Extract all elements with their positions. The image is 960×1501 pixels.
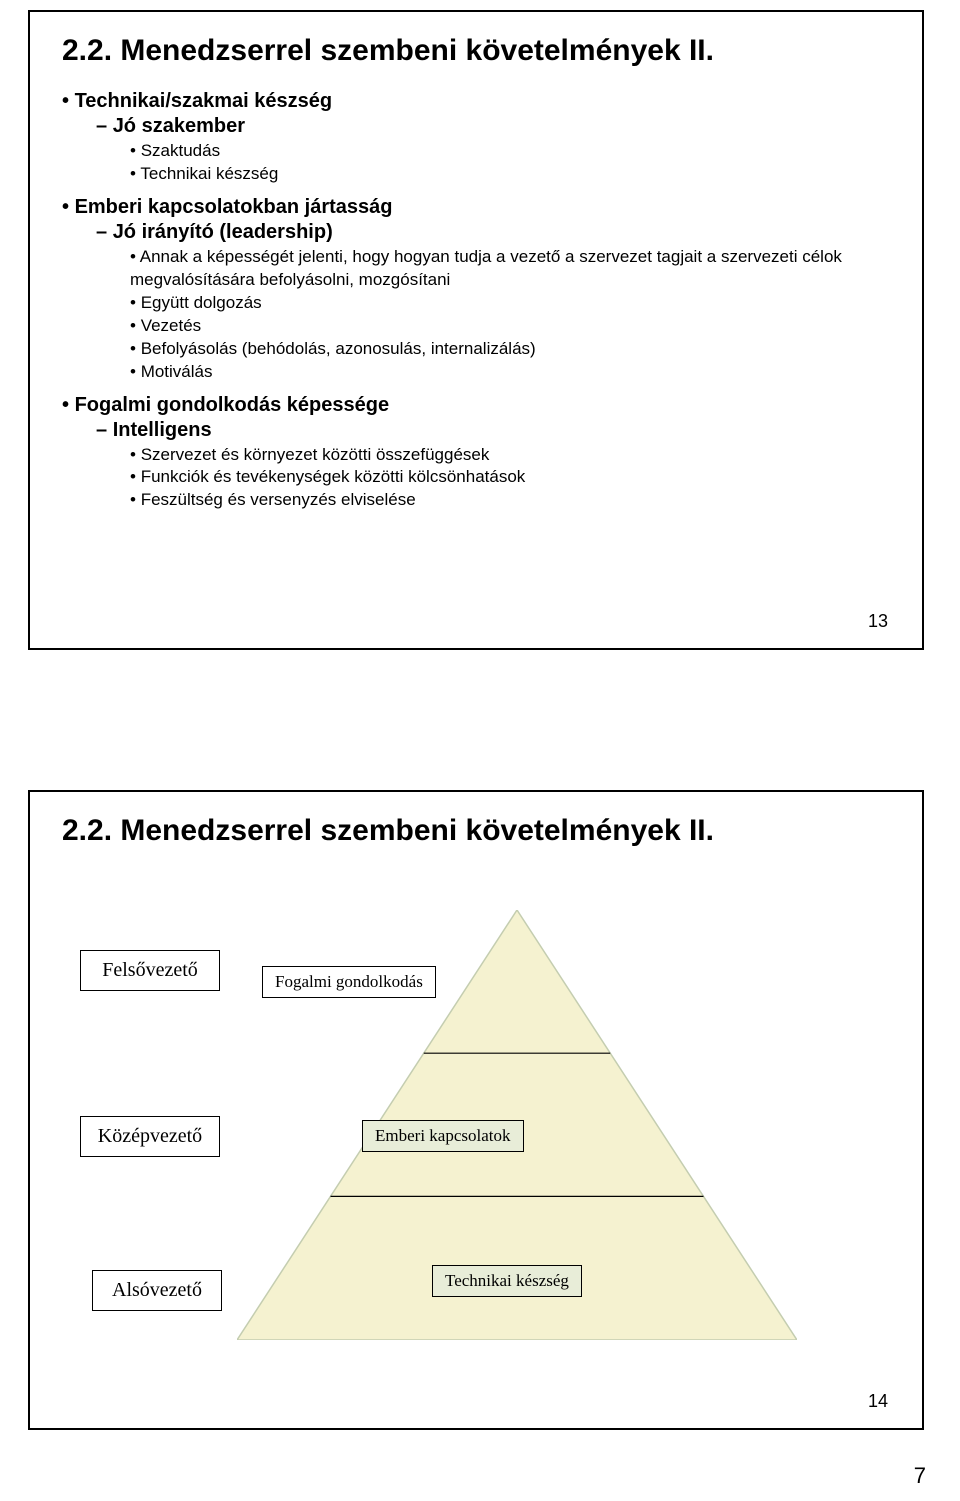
slide-number: 14 — [868, 1391, 888, 1412]
bullet-lvl3: Szaktudás — [130, 140, 890, 163]
bullet-lvl3: Annak a képességét jelenti, hogy hogyan … — [130, 246, 890, 292]
bullet-lvl3: Motiválás — [130, 361, 890, 384]
bullet-text: Technikai/szakmai készség — [75, 90, 333, 112]
bullet-lvl3: Együtt dolgozás — [130, 292, 890, 315]
bullet-text: Befolyásolás (behódolás, azonosulás, int… — [141, 339, 536, 358]
level-label: Középvezető — [98, 1125, 202, 1147]
page-number: 7 — [914, 1463, 926, 1489]
bullet-lvl3: Vezetés — [130, 315, 890, 338]
level-box-bottom: Alsóvezető — [92, 1270, 222, 1311]
slide-title: 2.2. Menedzserrel szembeni követelmények… — [62, 814, 890, 848]
bullet-lvl3: Technikai készség — [130, 163, 890, 186]
bullet-text: Annak a képességét jelenti, hogy hogyan … — [130, 247, 842, 289]
skill-box-conceptual: Fogalmi gondolkodás — [262, 966, 436, 998]
level-box-top: Felsővezető — [80, 950, 220, 991]
bullet-text: Együtt dolgozás — [141, 293, 262, 312]
bullet-text: Jó irányító (leadership) — [113, 221, 333, 243]
bullet-text: Vezetés — [141, 316, 202, 335]
bullet-list: Technikai/szakmai készség Jó szakember S… — [62, 90, 890, 512]
bullet-text: Szervezet és környezet közötti összefügg… — [141, 445, 490, 464]
bullet-text: Funkciók és tevékenységek közötti kölcsö… — [141, 467, 526, 486]
bullet-lvl1: Fogalmi gondolkodás képessége Intelligen… — [62, 394, 890, 513]
bullet-text: Motiválás — [141, 362, 213, 381]
slide-13: 2.2. Menedzserrel szembeni követelmények… — [28, 10, 924, 650]
bullet-lvl3: Funkciók és tevékenységek közötti kölcsö… — [130, 466, 890, 489]
bullet-text: Jó szakember — [113, 115, 245, 137]
skill-box-technical: Technikai készség — [432, 1265, 582, 1297]
skill-box-human: Emberi kapcsolatok — [362, 1120, 524, 1152]
bullet-lvl2: Jó irányító (leadership) Annak a képessé… — [96, 221, 890, 384]
bullet-text: Technikai készség — [140, 164, 278, 183]
bullet-lvl1: Technikai/szakmai készség Jó szakember S… — [62, 90, 890, 186]
bullet-lvl3: Szervezet és környezet közötti összefügg… — [130, 444, 890, 467]
bullet-text: Szaktudás — [141, 141, 220, 160]
slide-14: 2.2. Menedzserrel szembeni követelmények… — [28, 790, 924, 1430]
level-box-middle: Középvezető — [80, 1116, 220, 1157]
skill-label: Emberi kapcsolatok — [375, 1126, 511, 1145]
level-label: Alsóvezető — [112, 1279, 202, 1301]
bullet-lvl2: Intelligens Szervezet és környezet közöt… — [96, 419, 890, 513]
bullet-lvl1: Emberi kapcsolatokban jártasság Jó irány… — [62, 196, 890, 384]
bullet-text: Fogalmi gondolkodás képessége — [75, 394, 390, 416]
bullet-text: Emberi kapcsolatokban jártasság — [75, 196, 393, 218]
slide-number: 13 — [868, 611, 888, 632]
skills-pyramid-diagram: Felsővezető Középvezető Alsóvezető Fogal… — [62, 870, 890, 1380]
bullet-text: Intelligens — [113, 419, 212, 441]
bullet-lvl2: Jó szakember Szaktudás Technikai készség — [96, 115, 890, 186]
bullet-lvl3: Befolyásolás (behódolás, azonosulás, int… — [130, 338, 890, 361]
bullet-lvl3: Feszültség és versenyzés elviselése — [130, 489, 890, 512]
level-label: Felsővezető — [102, 959, 198, 981]
skill-label: Fogalmi gondolkodás — [275, 972, 423, 991]
slide-title: 2.2. Menedzserrel szembeni követelmények… — [62, 34, 890, 68]
skill-label: Technikai készség — [445, 1271, 569, 1290]
bullet-text: Feszültség és versenyzés elviselése — [141, 490, 416, 509]
